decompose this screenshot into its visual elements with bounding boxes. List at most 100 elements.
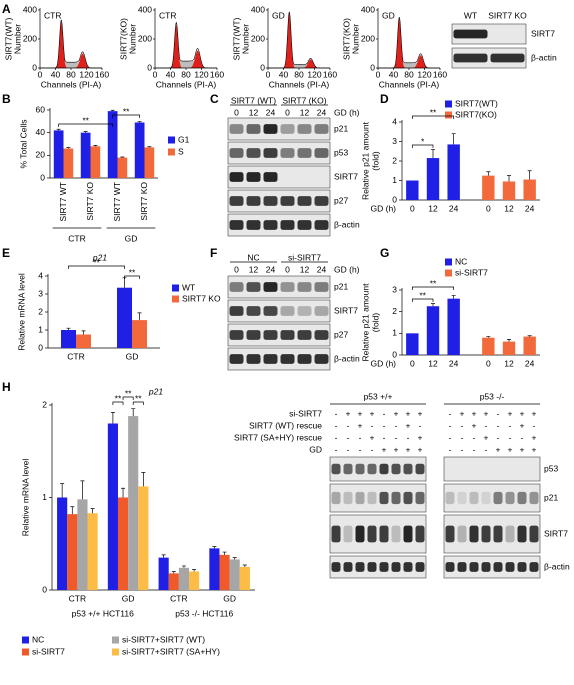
- x-tick-label: 24: [449, 358, 459, 368]
- significance-bracket: [68, 265, 125, 269]
- bar: [219, 554, 230, 590]
- group-label: p53 -/- HCT116: [175, 608, 233, 618]
- blot-band: [529, 562, 539, 572]
- blot-band: [493, 525, 503, 543]
- blot-background: [451, 47, 527, 69]
- blot-band: [263, 354, 278, 364]
- histogram-y-label: SIRT7(KO): [118, 18, 128, 60]
- x-tick-label: 0: [486, 358, 491, 368]
- error-bar: [141, 472, 146, 487]
- histogram-g2-peak: [268, 59, 330, 68]
- blot-band: [297, 306, 312, 316]
- blot-band: [517, 491, 527, 505]
- y-tick-label: 0: [40, 172, 45, 182]
- error-bar: [122, 277, 127, 288]
- bar: [117, 157, 128, 178]
- histogram-y-tick-label: 400: [138, 4, 152, 14]
- blot-band: [379, 463, 389, 475]
- blot-band: [263, 196, 278, 206]
- blot-band: [355, 525, 365, 543]
- blot-lane-label: 24: [317, 264, 327, 274]
- chart-title: p21: [92, 252, 107, 262]
- error-bar: [83, 131, 88, 133]
- histogram-y-tick-label: 400: [23, 4, 37, 14]
- histogram-condition: GD: [382, 10, 395, 20]
- blot-band: [246, 282, 261, 292]
- histogram-y-tick-label: 200: [251, 33, 265, 43]
- condition-sign: -: [449, 432, 452, 442]
- y-tick-label: 2: [42, 399, 47, 409]
- y-tick-label: 1: [42, 492, 47, 502]
- condition-sign: -: [395, 432, 398, 442]
- x-tick-label: 12: [428, 203, 438, 213]
- bar: [76, 334, 91, 348]
- significance-label: **: [129, 267, 136, 277]
- x-tick-label: CTR: [69, 593, 86, 603]
- histogram-outline: [40, 19, 102, 69]
- blot-background: [329, 555, 427, 579]
- blot-band: [403, 463, 413, 475]
- histogram-condition: CTR: [159, 10, 176, 20]
- legend-label: WT: [182, 282, 195, 292]
- blot-band: [280, 124, 295, 134]
- blot-band: [415, 491, 425, 505]
- blot-background: [227, 117, 331, 141]
- blot-band: [343, 463, 353, 475]
- blot-band: [505, 525, 515, 543]
- y-tick-label: 40: [36, 127, 46, 137]
- blot-band: [314, 306, 329, 316]
- blot-band: [391, 562, 401, 572]
- error-bar: [222, 551, 227, 555]
- condition-sign: +: [358, 420, 363, 430]
- y-axis-label: Relative p21 amount: [360, 283, 370, 362]
- group-label: p53 +/+ HCT116: [72, 608, 134, 618]
- blot-band: [331, 491, 341, 505]
- significance-label: **: [123, 106, 130, 116]
- blot-band: [263, 220, 278, 230]
- histogram-x-tick-label: 80: [404, 69, 414, 79]
- bar: [63, 148, 74, 178]
- blot-row-label: p53: [334, 147, 348, 157]
- blot-band: [379, 491, 389, 505]
- condition-sign: +: [370, 432, 375, 442]
- legend-swatch: [22, 636, 29, 644]
- error-bar: [486, 171, 491, 176]
- histogram-x-label: Channels (PI-A): [41, 79, 102, 89]
- condition-sign: +: [346, 408, 351, 418]
- blot-group-label: p53 -/-: [480, 391, 505, 401]
- bar: [80, 132, 91, 178]
- blot-band: [469, 562, 479, 572]
- legend-label: S: [178, 146, 184, 156]
- histogram-y-label: SIRT7(WT): [231, 17, 241, 60]
- legend-label: si-SIRT7: [32, 646, 65, 656]
- x-axis-label: GD (h): [371, 203, 397, 213]
- x-tick-label: 0: [410, 203, 415, 213]
- histogram-x-tick-label: 40: [166, 69, 176, 79]
- blot-row-label: β-actin: [334, 219, 360, 229]
- blot-row-label: SIRT7: [334, 305, 358, 315]
- bar: [189, 571, 200, 590]
- legend-swatch: [445, 111, 452, 119]
- blot-row-label: SIRT7: [334, 171, 358, 181]
- blot-band: [297, 124, 312, 134]
- blot-band: [481, 562, 491, 572]
- condition-sign: -: [371, 444, 374, 454]
- bar: [229, 559, 240, 590]
- blot-band: [263, 172, 278, 182]
- blot-band: [246, 148, 261, 158]
- histogram-x-tick-label: 120: [194, 69, 208, 79]
- error-bar: [56, 128, 61, 131]
- y-tick-label: 1: [392, 175, 397, 185]
- error-bar: [60, 483, 65, 498]
- blot-background: [451, 23, 527, 45]
- legend-label: si-SIRT7: [455, 267, 488, 277]
- histogram-g2-peak: [378, 55, 440, 68]
- histogram-s-phase: [40, 62, 102, 68]
- error-bar: [181, 565, 186, 568]
- blot-band: [246, 220, 261, 230]
- blot-row-label: β-actin: [334, 353, 360, 363]
- histogram-x-label: Channels (PI-A): [379, 79, 440, 89]
- panel-label: H: [2, 380, 11, 394]
- panel-label: C: [210, 92, 219, 106]
- condition-sign: -: [419, 420, 422, 430]
